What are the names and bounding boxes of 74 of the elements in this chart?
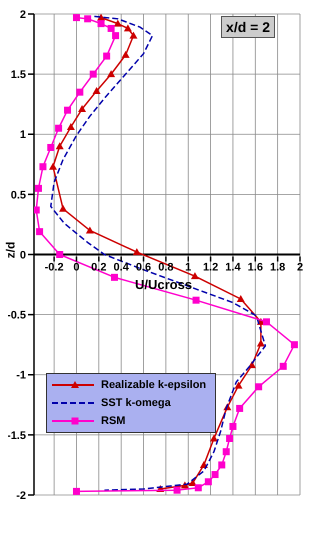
y-tick-label: 2 xyxy=(20,8,26,21)
point xyxy=(72,14,80,22)
point xyxy=(226,434,234,442)
x-tick-label: 0.4 xyxy=(114,262,130,274)
y-axis-title: z/d xyxy=(3,241,18,258)
x-tick-label: 1.4 xyxy=(225,262,242,274)
point xyxy=(98,20,105,28)
point xyxy=(129,32,138,39)
point xyxy=(122,50,130,58)
point xyxy=(114,20,122,27)
point xyxy=(110,274,118,281)
point xyxy=(204,478,212,486)
point xyxy=(236,294,245,302)
point xyxy=(222,448,230,456)
point xyxy=(124,24,132,32)
point xyxy=(34,184,42,192)
point xyxy=(255,383,262,390)
y-tick-label: 1.5 xyxy=(10,69,26,82)
x-tick-label: 1 xyxy=(185,262,192,274)
point xyxy=(39,163,46,170)
x-tick-label: 1.2 xyxy=(202,262,218,274)
point xyxy=(76,88,84,96)
x-tick-label: 1.8 xyxy=(270,262,286,274)
point xyxy=(36,228,44,236)
point xyxy=(103,52,110,60)
legend-label: SST k-omega xyxy=(101,397,171,409)
y-tick-label: -1 xyxy=(16,370,26,382)
point xyxy=(84,15,92,22)
x-tick-label: 2 xyxy=(296,262,304,274)
point xyxy=(210,434,218,442)
point xyxy=(66,123,75,130)
legend-label: Realizable k-epsilon xyxy=(101,379,206,391)
point xyxy=(86,226,94,234)
point xyxy=(190,272,199,280)
point xyxy=(90,70,97,78)
point xyxy=(236,404,244,412)
annotation: x/d = 2 xyxy=(221,16,275,38)
point xyxy=(92,86,101,94)
x-tick-label: 0 xyxy=(73,262,80,274)
point xyxy=(47,144,54,151)
point xyxy=(234,382,243,389)
x-tick-label: 0.8 xyxy=(158,262,174,274)
point xyxy=(55,124,62,132)
point xyxy=(107,70,116,78)
point xyxy=(59,204,68,212)
x-tick-label: -0.2 xyxy=(44,262,64,274)
y-tick-label: 1 xyxy=(20,129,26,142)
legend-label: RSM xyxy=(101,415,126,427)
point xyxy=(108,24,115,32)
point xyxy=(192,296,200,304)
point xyxy=(262,318,270,326)
point xyxy=(72,488,80,495)
point xyxy=(280,362,287,370)
point xyxy=(218,461,226,468)
y-tick-label: 0.5 xyxy=(10,189,26,202)
y-tick-label: 0 xyxy=(20,249,26,262)
point xyxy=(78,104,86,112)
x-tick-label: 0.6 xyxy=(136,262,152,274)
point xyxy=(56,251,64,258)
point xyxy=(229,422,236,430)
point xyxy=(174,486,181,494)
y-tick-label: -2 xyxy=(16,490,26,502)
point xyxy=(256,339,265,346)
x-tick-label: 0.2 xyxy=(91,262,106,274)
point xyxy=(290,341,298,348)
point xyxy=(132,248,141,256)
point xyxy=(34,206,40,214)
point xyxy=(112,32,120,40)
point xyxy=(194,484,202,492)
point xyxy=(56,142,64,150)
point xyxy=(212,471,219,478)
x-tick-label: 1.6 xyxy=(248,262,263,274)
point xyxy=(64,106,72,114)
point xyxy=(49,162,57,170)
